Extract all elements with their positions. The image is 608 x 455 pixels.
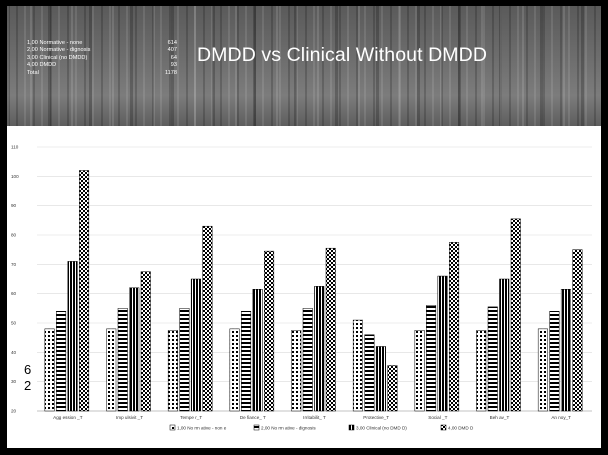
table-value: 64	[170, 54, 177, 61]
bar	[325, 247, 336, 412]
bar	[229, 328, 240, 412]
legend-label: 2,00 No rm ative - dignosis	[261, 426, 316, 431]
table-label: 2,00 Normative - dignosis	[27, 47, 91, 54]
x-tick-label: Irritabilit_ T	[303, 415, 326, 420]
bar	[487, 306, 498, 412]
bar	[241, 311, 252, 412]
x-tick-label: Agg ession _T	[53, 415, 83, 420]
legend-label: 3,00 Clinical (no DMD D)	[356, 426, 407, 431]
bar	[302, 308, 313, 412]
chart-legend: 1,00 No rm ative - non e 2,00 No rm ative…	[169, 424, 474, 431]
table-label: Total	[27, 69, 39, 76]
bar	[167, 330, 178, 412]
bar	[364, 334, 375, 412]
bar	[437, 275, 448, 412]
x-tick-label: An noy_T	[551, 415, 571, 420]
table-value: 93	[170, 62, 177, 69]
bar	[560, 289, 571, 412]
y-tick-label: 40	[11, 350, 17, 355]
bar	[140, 271, 151, 412]
table-value: 407	[167, 47, 177, 54]
bar	[375, 346, 386, 412]
table-label: 1,00 Normative - none	[27, 40, 83, 46]
x-axis-ticks: Agg ession _T Imp ulsivit _T Tempe r_T De f…	[53, 415, 571, 420]
overlay-digit: 2	[24, 378, 31, 393]
x-tick-label: Social _T	[428, 415, 447, 420]
y-tick-label: 60	[11, 291, 17, 296]
bar	[56, 311, 67, 412]
x-tick-label: Beh av_T	[490, 415, 510, 420]
table-label: 3,00 Clinical (no DMDD)	[27, 54, 88, 61]
legend-label: 4,00 DMD D	[448, 426, 474, 431]
bar	[449, 242, 460, 412]
bar	[129, 287, 140, 412]
bar	[510, 218, 521, 412]
legend-label: 1,00 No rm ative - non e	[177, 426, 227, 431]
bar	[117, 308, 128, 412]
legend-swatch	[169, 424, 176, 431]
y-axis-ticks: 20 30 40 50 60 70 80 90 100 110	[11, 145, 19, 414]
table-row: 1,00 Normative - none 614	[27, 40, 177, 47]
table-value: 1178	[164, 69, 177, 76]
bar	[476, 330, 487, 412]
y-tick-label: 20	[11, 409, 17, 414]
bar	[572, 249, 583, 412]
bar	[291, 330, 302, 412]
x-tick-label: Tempe r_T	[180, 415, 202, 420]
bar	[190, 278, 201, 412]
bar	[67, 261, 78, 412]
table-value: 614	[167, 40, 177, 46]
table-row: 3,00 Clinical (no DMDD) 64	[27, 55, 177, 62]
bar	[352, 319, 363, 412]
bar	[202, 225, 213, 412]
y-tick-label: 50	[11, 321, 17, 326]
x-tick-label: Protective_T	[363, 415, 389, 420]
table-row: Total 1178	[27, 70, 177, 77]
bar	[264, 250, 275, 412]
bar	[549, 311, 560, 412]
bar	[537, 328, 548, 412]
bar	[387, 365, 398, 412]
bar	[79, 170, 90, 412]
slide-title: DMDD vs Clinical Without DMDD	[197, 44, 488, 66]
x-tick-label: Imp ulsivit _T	[116, 415, 143, 420]
y-tick-label: 30	[11, 379, 17, 384]
bar	[314, 286, 325, 412]
slide: 1,00 Normative - none 614 2,00 Normative …	[7, 6, 601, 448]
sample-size-table: 1,00 Normative - none 614 2,00 Normative …	[27, 40, 177, 77]
y-tick-label: 80	[11, 233, 17, 238]
bar	[499, 278, 510, 412]
legend-swatch	[440, 424, 447, 431]
bar	[414, 330, 425, 412]
bar-chart: 20 30 40 50 60 70 80 90 100 110 Agg ession _T Imp …	[11, 145, 592, 431]
slide-header: 1,00 Normative - none 614 2,00 Normative …	[7, 6, 601, 126]
table-row: 4,00 DMDD 93	[27, 62, 177, 69]
y-tick-label: 100	[11, 174, 19, 179]
bar	[426, 305, 437, 412]
table-row: 2,00 Normative - dignosis 407	[27, 47, 177, 54]
bar	[106, 328, 117, 412]
x-tick-label: De fiance_ T	[240, 415, 266, 420]
bar	[44, 328, 55, 412]
bar	[252, 289, 263, 412]
y-tick-label: 90	[11, 203, 17, 208]
y-tick-label: 110	[11, 145, 19, 150]
bar	[179, 308, 190, 412]
bars	[44, 170, 583, 412]
overlay-digit: 6	[24, 362, 31, 377]
legend-swatch	[253, 424, 260, 431]
legend-swatch	[348, 424, 355, 431]
y-tick-label: 70	[11, 262, 17, 267]
table-label: 4,00 DMDD	[27, 62, 57, 69]
